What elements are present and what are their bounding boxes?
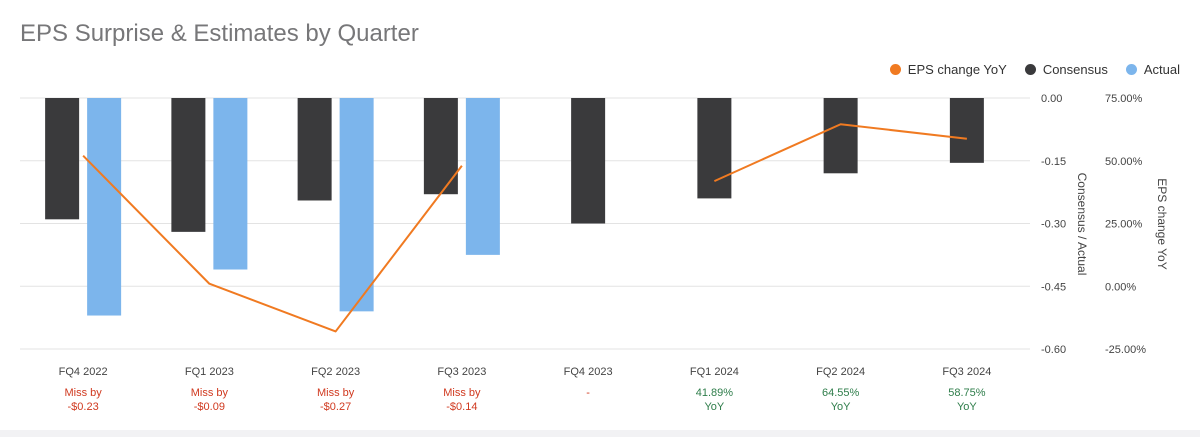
consensus-bar: [423, 98, 458, 195]
chart-title: EPS Surprise & Estimates by Quarter: [20, 20, 419, 47]
category-label: FQ4 2023: [564, 366, 613, 378]
surprise-label-line1: 58.75%: [948, 387, 986, 399]
surprise-label-line2: -$0.23: [68, 401, 99, 413]
legend-swatch-consensus: [1024, 64, 1036, 75]
category-label: FQ3 2023: [437, 366, 486, 378]
surprise-label-line1: Miss by: [64, 387, 102, 399]
legend-swatch-actual: [1125, 64, 1137, 75]
category-label: FQ4 2022: [59, 366, 108, 378]
legend-label-eps-change: EPS change YoY: [907, 62, 1007, 77]
left-axis-tick-label: -0.60: [1041, 344, 1066, 356]
actual-bar: [87, 98, 122, 316]
right-axis-tick-label: 50.00%: [1105, 156, 1143, 168]
category-label: FQ1 2024: [690, 366, 739, 378]
eps-change-line: [713, 123, 967, 183]
right-axis-tick-label: 25.00%: [1105, 219, 1143, 231]
consensus-bar: [45, 98, 80, 220]
category-label: FQ1 2023: [185, 366, 234, 378]
consensus-bar: [949, 98, 984, 163]
surprise-label-line2: -$0.14: [446, 401, 477, 413]
consensus-bar: [297, 98, 332, 201]
actual-bar: [213, 98, 248, 270]
surprise-label-line2: -$0.27: [320, 401, 351, 413]
legend-item-actual[interactable]: Actual: [1125, 62, 1180, 77]
left-axis-title: Consensus / Actual: [1075, 173, 1089, 276]
surprise-label-line2: YoY: [831, 401, 851, 413]
actual-bar: [465, 98, 500, 255]
right-axis-title: EPS change YoY: [1155, 178, 1169, 269]
eps-change-line: [82, 155, 463, 333]
left-axis-tick-label: -0.30: [1041, 219, 1066, 231]
category-label: FQ2 2024: [816, 366, 865, 378]
surprise-label-line1: Miss by: [317, 387, 355, 399]
surprise-label-line1: Miss by: [443, 387, 481, 399]
legend-item-consensus[interactable]: Consensus: [1024, 62, 1108, 77]
surprise-label-line2: YoY: [704, 401, 724, 413]
category-label: FQ2 2023: [311, 366, 360, 378]
left-axis-tick-label: -0.15: [1041, 156, 1066, 168]
left-axis-tick-label: 0.00: [1041, 93, 1062, 105]
surprise-label-line1: 41.89%: [696, 387, 734, 399]
category-label: FQ3 2024: [942, 366, 991, 378]
surprise-label-line2: -$0.09: [194, 401, 225, 413]
legend-label-consensus: Consensus: [1042, 62, 1108, 77]
consensus-bar: [697, 98, 732, 199]
legend-label-actual: Actual: [1143, 62, 1180, 77]
surprise-label-line2: YoY: [957, 401, 977, 413]
surprise-label-line1: Miss by: [191, 387, 229, 399]
right-axis-tick-label: 0.00%: [1105, 281, 1136, 293]
legend-swatch-eps-change: [889, 64, 901, 75]
consensus-bar: [823, 98, 858, 174]
surprise-label-line1: -: [586, 387, 590, 399]
right-axis-tick-label: -25.00%: [1105, 344, 1146, 356]
consensus-bar: [571, 98, 606, 224]
consensus-bar: [171, 98, 206, 232]
actual-bar: [339, 98, 374, 312]
right-axis-tick-label: 75.00%: [1105, 93, 1143, 105]
left-axis-tick-label: -0.45: [1041, 281, 1066, 293]
legend-item-eps-change[interactable]: EPS change YoY: [889, 62, 1007, 77]
surprise-label-line1: 64.55%: [822, 387, 860, 399]
legend: EPS change YoY Consensus Actual: [889, 62, 1180, 77]
